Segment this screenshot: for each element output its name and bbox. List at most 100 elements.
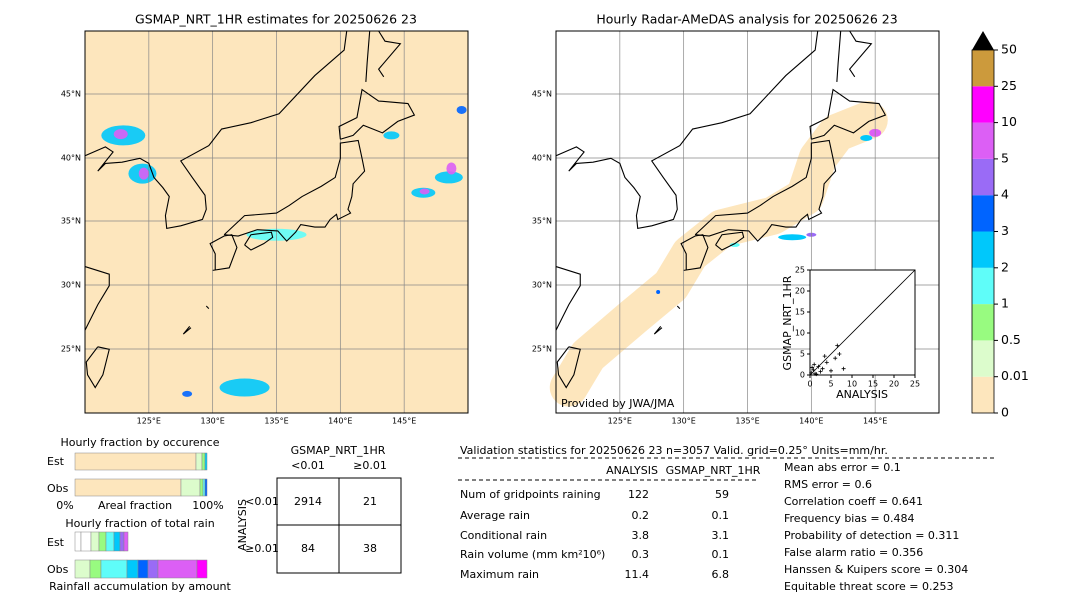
coastline	[836, 30, 842, 82]
coastline	[653, 326, 663, 335]
colorbar-segment	[972, 195, 994, 232]
lat-label: 40°N	[532, 154, 552, 163]
rain-area	[419, 188, 430, 195]
rain-area	[113, 129, 128, 140]
fraction-segment	[89, 559, 102, 579]
lon-label: 125°E	[137, 417, 161, 426]
coastline	[205, 305, 210, 309]
analysis-area	[549, 101, 888, 407]
colorbar-segment	[972, 376, 994, 413]
fraction-segment	[196, 559, 208, 579]
scatter-point	[809, 370, 814, 375]
validation-header: Validation statistics for 20250626 23 n=…	[460, 444, 888, 457]
colorbar-label: 10	[1001, 114, 1017, 129]
colorbar-segment	[972, 122, 994, 159]
lat-label: 45°N	[532, 90, 552, 99]
lat-label: 25°N	[61, 345, 81, 354]
fraction-segment	[137, 559, 149, 579]
rain-area	[182, 390, 193, 397]
stat-value: 59	[715, 488, 729, 501]
rain-area	[138, 167, 149, 180]
fraction-segment	[105, 531, 115, 552]
rain-area	[446, 162, 457, 175]
fraction-segment	[98, 531, 107, 552]
lat-label: 45°N	[61, 90, 81, 99]
stat-label: Num of gridpoints raining	[460, 488, 601, 501]
axis-label: Areal fraction	[98, 499, 172, 512]
axis-label: 100%	[192, 499, 223, 512]
footer: Rainfall accumulation by amount	[49, 580, 231, 593]
row-label: Est	[47, 536, 65, 549]
coastline	[715, 231, 745, 251]
colorbar-segment	[972, 231, 994, 268]
y-tick-label: 10	[795, 329, 805, 338]
cell: 84	[301, 542, 315, 555]
map-border	[555, 30, 940, 414]
colorbar-label: 0.01	[1001, 368, 1029, 383]
stat-label: Maximum rain	[460, 568, 539, 581]
rain-area	[778, 234, 807, 241]
col-label: ≥0.01	[353, 459, 387, 472]
lat-label: 30°N	[532, 281, 552, 290]
colorbar-extend	[972, 31, 994, 50]
scatter-point	[818, 369, 823, 374]
stat-value: 0.2	[632, 509, 650, 522]
scatter-point	[835, 343, 840, 348]
score: False alarm ratio = 0.356	[784, 546, 923, 559]
score: RMS error = 0.6	[784, 478, 872, 491]
coastline	[676, 305, 681, 309]
coastline	[84, 30, 348, 230]
coastline	[809, 88, 887, 140]
coastline	[182, 326, 192, 335]
score: Probability of detection = 0.311	[784, 529, 959, 542]
lon-label: 145°E	[863, 417, 887, 426]
colorbar-label: 25	[1001, 78, 1017, 93]
fraction-segment	[204, 478, 208, 497]
y-tick-label: 25	[795, 266, 805, 275]
coastline	[377, 30, 402, 78]
fraction-segment	[80, 531, 92, 552]
x-tick-label: 5	[828, 380, 833, 389]
colorbar-label: 1	[1001, 296, 1009, 311]
col-label: <0.01	[291, 459, 325, 472]
lat-label: 30°N	[61, 281, 81, 290]
lon-label: 125°E	[608, 417, 632, 426]
score: Equitable threat score = 0.253	[784, 580, 953, 593]
fraction-segment	[74, 478, 182, 497]
left-map-title: GSMAP_NRT_1HR estimates for 20250626 23	[135, 12, 417, 27]
stat-value: 3.8	[632, 529, 650, 542]
row-label: ≥0.01	[245, 542, 279, 555]
x-tick-label: 10	[847, 380, 857, 389]
coastline	[694, 139, 837, 242]
row-label: <0.01	[245, 495, 279, 508]
fraction-segment	[74, 531, 82, 552]
fraction-segment	[74, 559, 91, 579]
colorbar-label: 0.5	[1001, 332, 1021, 347]
rain-area	[456, 105, 467, 114]
left_map-layer	[101, 105, 467, 397]
row-title: ANALYSIS	[236, 499, 249, 551]
scatter-point	[820, 366, 825, 371]
stat-value: 0.3	[632, 548, 650, 561]
scatter-point	[812, 362, 817, 367]
scatter-point	[841, 366, 846, 371]
colorbar-segment	[972, 86, 994, 123]
coastline	[85, 346, 110, 389]
y-tick-label: 5	[800, 350, 805, 359]
stat-label: Average rain	[460, 509, 530, 522]
scatter-point	[833, 356, 838, 361]
stat-value: 0.1	[712, 548, 730, 561]
colorbar-label: 50	[1001, 42, 1017, 57]
stat-value: 0.1	[712, 509, 730, 522]
credit: Provided by JWA/JMA	[561, 397, 675, 410]
coastline	[556, 346, 581, 389]
fraction-segment	[123, 531, 129, 552]
colorbar-segment	[972, 304, 994, 341]
fraction-segment	[202, 478, 206, 497]
colorbar-segment	[972, 340, 994, 377]
coastline	[848, 30, 873, 78]
coastline	[244, 231, 274, 251]
lon-label: 140°E	[799, 417, 823, 426]
score: Correlation coeff = 0.641	[784, 495, 923, 508]
